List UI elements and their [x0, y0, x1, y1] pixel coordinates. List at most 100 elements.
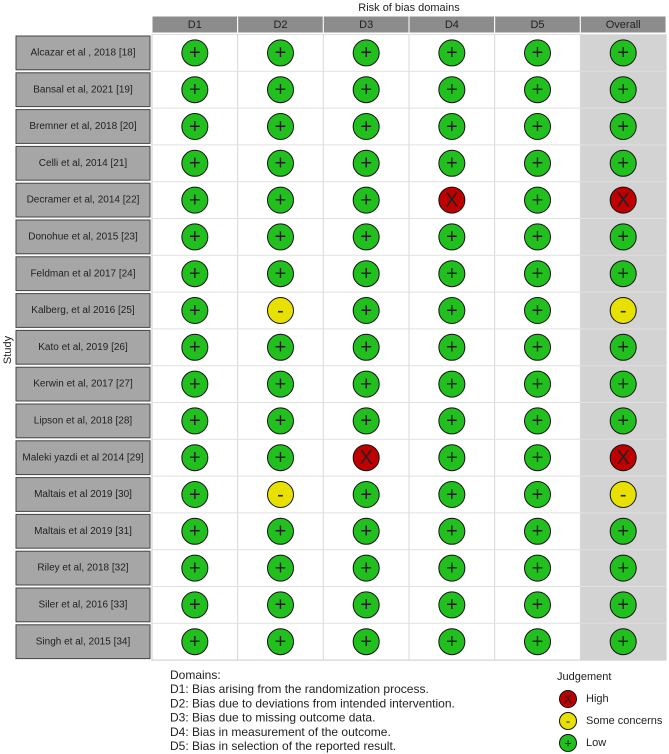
study-name: Maltais et al 2019 [31]	[34, 526, 132, 537]
judgement-circle	[181, 444, 209, 472]
judgement-circle	[524, 444, 552, 472]
judgement-symbol: -	[277, 300, 284, 322]
judgement-circle	[524, 407, 552, 435]
judgement-circle	[267, 39, 295, 67]
header-title: Risk of bias domains	[358, 2, 460, 14]
judgement-symbol: +	[532, 42, 544, 64]
study-name: Feldman et al 2017 [24]	[30, 268, 135, 279]
judgement-symbol: +	[360, 521, 372, 543]
study-name: Maleki yazdi et al 2014 [29]	[22, 452, 143, 463]
column-header: D3	[359, 19, 373, 31]
judgement-circle	[438, 370, 466, 398]
judgement-circle	[267, 407, 295, 435]
column-header: D4	[445, 19, 459, 31]
judgement-symbol: +	[189, 226, 201, 248]
study-name: Singh et al, 2015 [34]	[36, 636, 131, 647]
judgement-symbol: +	[532, 153, 544, 175]
study-name: Bremner et al, 2018 [20]	[29, 121, 137, 132]
judgement-circle	[524, 628, 552, 656]
judgement-circle	[267, 444, 295, 472]
judgement-symbol: +	[275, 410, 287, 432]
judgement-symbol: +	[446, 373, 458, 395]
judgement-symbol: +	[446, 116, 458, 138]
study-cell	[15, 624, 151, 660]
judgement-symbol: +	[446, 594, 458, 616]
domain-item: D1: Bias arising from the randomization …	[170, 682, 429, 696]
judgement-circle	[438, 517, 466, 545]
study-name: Kalberg, et al 2016 [25]	[31, 305, 135, 316]
judgement-symbol: +	[617, 116, 629, 138]
judgement-circle	[609, 297, 637, 324]
study-name: Celli et al, 2014 [21]	[39, 158, 128, 169]
judgement-symbol: +	[275, 337, 287, 359]
judgement-circle	[524, 333, 552, 361]
judgement-circle	[524, 370, 552, 398]
domain-item: D2: Bias due to deviations from intended…	[170, 696, 455, 710]
judgement-symbol: +	[189, 557, 201, 579]
judgement-symbol: +	[275, 557, 287, 579]
judgement-circle	[181, 517, 209, 545]
study-cell	[15, 440, 151, 476]
judgement-circle	[352, 444, 380, 472]
judgement-symbol: +	[189, 153, 201, 175]
judgement-symbol: +	[360, 557, 372, 579]
judgement-symbol: +	[617, 594, 629, 616]
column-header: Overall	[606, 19, 641, 31]
judgement-circle	[181, 149, 209, 177]
judgement-circle	[438, 149, 466, 177]
judgement-symbol: +	[360, 337, 372, 359]
judgement-symbol: +	[275, 263, 287, 285]
study-cell	[15, 477, 151, 512]
study-name: Kato et al, 2019 [26]	[38, 342, 128, 353]
study-cell	[15, 403, 151, 439]
judgement-circle	[267, 149, 295, 177]
legend-circle	[559, 734, 577, 752]
legend-circle	[559, 690, 577, 708]
study-name: Donohue et al, 2015 [23]	[28, 232, 138, 243]
judgement-circle	[267, 113, 295, 140]
judgement-circle	[181, 333, 209, 361]
judgement-symbol: +	[275, 79, 287, 101]
judgement-symbol: +	[275, 189, 287, 211]
column-header: D1	[188, 19, 202, 31]
column-header: D5	[530, 19, 544, 31]
study-name: Siler et al, 2016 [33]	[39, 600, 128, 611]
legend-symbol: +	[564, 735, 572, 750]
judgement-circle	[438, 186, 466, 214]
judgement-symbol: +	[189, 79, 201, 101]
judgement-circle	[438, 113, 466, 140]
study-cell	[15, 109, 151, 144]
judgement-symbol: +	[532, 337, 544, 359]
legend-label: Low	[586, 737, 606, 749]
judgement-circle	[181, 186, 209, 214]
judgement-circle	[267, 186, 295, 214]
judgement-symbol: +	[360, 263, 372, 285]
judgement-symbol: +	[446, 557, 458, 579]
judgement-symbol: +	[617, 226, 629, 248]
judgement-circle	[352, 481, 380, 508]
legend-label: High	[586, 693, 609, 705]
judgement-symbol: +	[617, 79, 629, 101]
judgement-circle	[352, 297, 380, 324]
judgement-circle	[438, 297, 466, 324]
judgement-circle	[609, 407, 637, 435]
judgement-symbol: +	[189, 189, 201, 211]
judgement-symbol: X	[445, 189, 458, 211]
judgement-symbol: -	[620, 300, 627, 322]
judgement-symbol: +	[617, 263, 629, 285]
judgement-circle	[181, 260, 209, 288]
judgement-circle	[267, 370, 295, 398]
judgement-circle	[609, 333, 637, 361]
judgement-circle	[524, 39, 552, 67]
judgement-symbol: +	[446, 484, 458, 506]
judgement-circle	[267, 333, 295, 361]
judgement-circle	[609, 444, 637, 472]
study-cell	[15, 550, 151, 586]
judgement-symbol: +	[360, 42, 372, 64]
judgement-circle	[352, 517, 380, 545]
judgement-symbol: +	[275, 116, 287, 138]
judgement-circle	[609, 554, 637, 582]
judgement-symbol: +	[532, 263, 544, 285]
axis-label: Study	[2, 335, 14, 364]
